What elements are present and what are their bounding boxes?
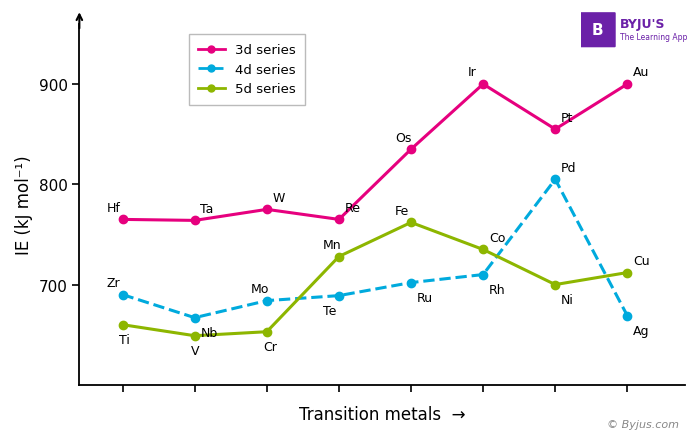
Text: Ni: Ni [561, 293, 574, 307]
Text: Ir: Ir [468, 66, 476, 79]
Text: Mo: Mo [251, 283, 270, 295]
X-axis label: Transition metals  →: Transition metals → [299, 405, 466, 423]
Text: Rh: Rh [489, 283, 505, 297]
Legend: 3d series, 4d series, 5d series: 3d series, 4d series, 5d series [189, 35, 305, 106]
Text: Au: Au [633, 66, 650, 79]
Text: Te: Te [323, 304, 337, 318]
Text: Ta: Ta [200, 202, 214, 215]
Text: The Learning App: The Learning App [620, 33, 687, 42]
Text: Co: Co [489, 231, 505, 244]
Text: Zr: Zr [107, 276, 120, 290]
Text: V: V [191, 344, 200, 357]
Text: Re: Re [344, 201, 360, 214]
Text: B: B [592, 23, 603, 38]
Text: Pt: Pt [561, 111, 573, 124]
Text: BYJU'S: BYJU'S [620, 18, 666, 31]
Y-axis label: IE (kJ mol⁻¹): IE (kJ mol⁻¹) [15, 155, 33, 254]
Text: Fe: Fe [395, 205, 409, 217]
Text: Hf: Hf [107, 201, 120, 214]
Text: Cu: Cu [633, 254, 650, 268]
Text: © Byjus.com: © Byjus.com [607, 419, 679, 429]
Text: Os: Os [395, 131, 412, 145]
Text: Ti: Ti [119, 333, 130, 346]
Text: Mn: Mn [323, 238, 342, 251]
Text: Cr: Cr [263, 340, 277, 353]
Text: Pd: Pd [561, 161, 577, 174]
Text: W: W [272, 191, 285, 205]
Text: Ru: Ru [416, 291, 433, 304]
FancyBboxPatch shape [580, 13, 616, 48]
Text: Nb: Nb [200, 326, 218, 339]
Text: Ag: Ag [633, 325, 650, 337]
